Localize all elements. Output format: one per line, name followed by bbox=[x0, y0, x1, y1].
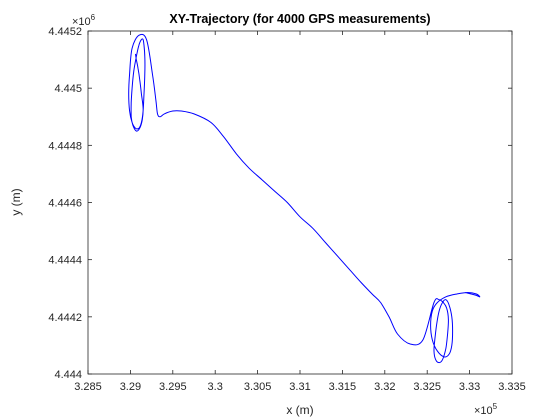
x-tick-label: 3.315 bbox=[329, 381, 357, 393]
y-axis-label: y (m) bbox=[9, 188, 23, 215]
y-tick-label: 4.444 bbox=[54, 369, 82, 381]
y-exponent-base: ×10 bbox=[72, 16, 91, 28]
x-tick-label: 3.3 bbox=[208, 381, 223, 393]
y-tick-label: 4.4444 bbox=[48, 255, 82, 267]
x-tick-label: 3.29 bbox=[120, 381, 141, 393]
x-axis-label: x (m) bbox=[286, 403, 313, 417]
x-tick-label: 3.335 bbox=[498, 381, 526, 393]
y-tick-label: 4.4452 bbox=[48, 26, 82, 38]
x-tick-label: 3.325 bbox=[413, 381, 441, 393]
x-tick-label: 3.285 bbox=[74, 381, 102, 393]
x-tick-label: 3.31 bbox=[289, 381, 310, 393]
y-exponent-power: 6 bbox=[91, 13, 96, 22]
x-tick-label: 3.33 bbox=[459, 381, 480, 393]
x-axis-ticks: 3.285 3.29 3.295 3.3 3.305 3.31 3.315 3.32 3.325… bbox=[74, 31, 526, 393]
y-exponent: ×106 bbox=[72, 13, 96, 28]
plot-area bbox=[87, 30, 513, 375]
x-exponent: ×105 bbox=[474, 402, 498, 417]
y-tick-label: 4.4442 bbox=[48, 312, 82, 324]
chart-title: XY-Trajectory (for 4000 GPS measurements… bbox=[169, 12, 430, 26]
x-tick-label: 3.32 bbox=[374, 381, 395, 393]
x-exponent-power: 5 bbox=[493, 402, 498, 411]
y-tick-label: 4.4448 bbox=[48, 140, 82, 152]
x-tick-label: 3.305 bbox=[244, 381, 272, 393]
y-axis-ticks: 4.444 4.4442 4.4444 4.4446 4.4448 4.445 4.4452 bbox=[48, 26, 512, 381]
trajectory-line bbox=[128, 33, 481, 364]
y-tick-label: 4.4446 bbox=[48, 198, 82, 210]
y-tick-label: 4.445 bbox=[54, 83, 82, 95]
x-tick-label: 3.295 bbox=[159, 381, 187, 393]
x-exponent-base: ×10 bbox=[474, 405, 493, 417]
